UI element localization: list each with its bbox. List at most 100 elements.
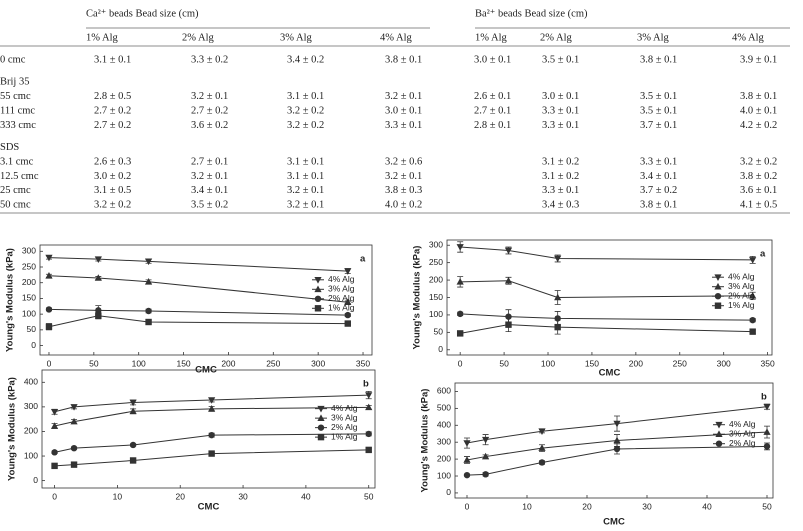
- marker: [504, 276, 513, 284]
- marker: [70, 461, 78, 468]
- x-tick-label: 100: [541, 358, 555, 368]
- cell: 3.5 ± 0.1: [640, 91, 677, 102]
- cell: 3.2 ± 0.1: [385, 91, 422, 102]
- column-header: 4% Alg: [732, 32, 765, 43]
- cell: 3.8 ± 0.1: [640, 200, 677, 211]
- marker: [45, 323, 53, 330]
- legend-label: 2% Alg: [331, 422, 358, 432]
- legend-marker: [314, 285, 322, 293]
- cell: 3.8 ± 0.3: [385, 185, 422, 196]
- x-tick-label: 40: [301, 491, 311, 501]
- cell: 3.3 ± 0.1: [542, 106, 579, 117]
- column-header: 3% Alg: [280, 32, 313, 43]
- series-line: [460, 246, 753, 261]
- column-header: 1% Alg: [86, 32, 119, 43]
- legend-marker: [314, 295, 322, 302]
- legend-marker: [314, 277, 322, 284]
- y-tick-label: 0: [31, 340, 36, 350]
- marker: [749, 328, 756, 335]
- plot-frame: [454, 382, 774, 499]
- legend-label: 3% Alg: [729, 428, 756, 438]
- marker: [51, 462, 58, 470]
- x-tick-label: 200: [629, 358, 643, 368]
- cell: 2.7 ± 0.1: [474, 106, 511, 117]
- plot-frame: [41, 369, 376, 489]
- cell: 3.7 ± 0.1: [640, 120, 677, 131]
- marker: [554, 293, 562, 301]
- x-tick-label: 250: [673, 358, 687, 368]
- y-tick-label: 250: [429, 257, 443, 267]
- cell: 3.4 ± 0.1: [191, 185, 228, 196]
- x-tick-label: 50: [762, 501, 772, 511]
- cell: 4.2 ± 0.2: [740, 120, 777, 131]
- y-tick-label: 0: [33, 475, 38, 485]
- x-tick-label: 40: [702, 501, 712, 511]
- panel-label: b: [761, 392, 767, 403]
- marker: [208, 431, 215, 439]
- cell: 3.0 ± 0.1: [542, 91, 579, 102]
- y-tick-label: 100: [437, 470, 451, 480]
- y-tick-label: 600: [437, 386, 451, 396]
- legend-marker: [314, 305, 322, 312]
- legend-label: 1% Alg: [328, 303, 355, 313]
- x-tick-label: 20: [175, 491, 185, 501]
- legend-marker: [715, 430, 723, 437]
- cell: 3.0 ± 0.1: [385, 106, 422, 117]
- cell: 3.3 ± 0.1: [542, 185, 579, 196]
- x-tick-label: 200: [221, 358, 235, 368]
- section-title: SDS: [0, 142, 19, 153]
- panel-label: a: [760, 249, 766, 260]
- x-axis-title: CMC: [198, 502, 220, 513]
- marker: [463, 471, 471, 479]
- cell: 3.7 ± 0.2: [640, 185, 677, 196]
- cell: 2.7 ± 0.2: [191, 106, 228, 117]
- cell: 3.3 ± 0.2: [191, 54, 228, 65]
- plot-frame: [39, 244, 373, 356]
- y-tick-label: 100: [429, 309, 443, 319]
- legend-label: 3% Alg: [331, 412, 358, 422]
- cell: 3.5 ± 0.1: [542, 54, 579, 65]
- series-line: [48, 275, 348, 303]
- series-line: [48, 257, 348, 272]
- y-tick-label: 0: [438, 344, 443, 354]
- row-label: 111 cmc: [0, 106, 35, 117]
- marker: [482, 471, 489, 478]
- y-tick-label: 150: [429, 292, 443, 302]
- marker: [763, 443, 771, 450]
- legend-label: 4% Alg: [729, 419, 756, 429]
- marker: [365, 430, 372, 438]
- row-label: 3.1 cmc: [0, 157, 34, 168]
- cell: 3.6 ± 0.2: [191, 120, 228, 131]
- cell: 3.3 ± 0.1: [542, 120, 579, 131]
- y-tick-label: 200: [24, 426, 38, 436]
- cell: 2.7 ± 0.1: [191, 157, 228, 168]
- cell: 3.2 ± 0.1: [191, 171, 228, 182]
- column-header: 4% Alg: [380, 32, 413, 43]
- marker: [365, 392, 373, 399]
- y-tick-label: 300: [429, 239, 443, 249]
- marker: [749, 316, 756, 324]
- marker: [365, 446, 372, 454]
- legend-label: 3% Alg: [328, 284, 355, 294]
- x-tick-label: 10: [522, 501, 532, 511]
- legend-label: 3% Alg: [728, 281, 755, 291]
- legend-label: 1% Alg: [728, 300, 755, 310]
- legend-marker: [714, 293, 722, 300]
- x-tick-label: 250: [266, 358, 280, 368]
- cell: 3.0 ± 0.1: [474, 54, 511, 65]
- marker: [45, 272, 53, 279]
- legend-marker: [715, 421, 723, 429]
- legend-marker: [317, 414, 325, 421]
- marker: [749, 257, 757, 264]
- y-tick-label: 250: [22, 261, 36, 271]
- marker: [129, 441, 137, 449]
- legend-marker: [317, 424, 325, 431]
- cell: 3.2 ± 0.1: [287, 200, 324, 211]
- y-tick-label: 100: [24, 450, 38, 460]
- y-tick-label: 400: [437, 420, 451, 430]
- cell: 3.2 ± 0.1: [287, 185, 324, 196]
- marker: [482, 452, 490, 460]
- cell: 3.8 ± 0.2: [740, 171, 777, 182]
- cell: 3.1 ± 0.1: [287, 91, 324, 102]
